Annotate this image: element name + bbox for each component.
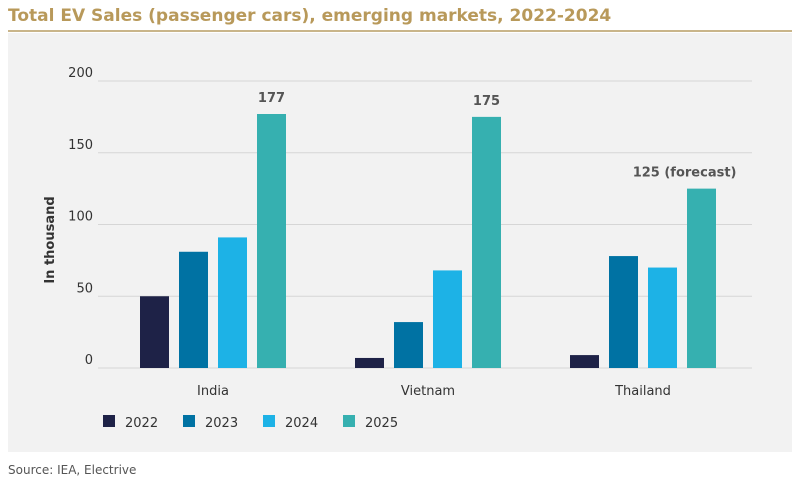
y-axis-label: In thousand bbox=[43, 196, 58, 283]
bar-thailand-2022 bbox=[570, 355, 599, 368]
legend-swatch-2022 bbox=[103, 415, 115, 427]
bar-thailand-2024 bbox=[648, 267, 677, 368]
x-tick-label: Thailand bbox=[614, 384, 671, 399]
y-tick-label: 150 bbox=[68, 138, 93, 153]
y-tick-label: 100 bbox=[68, 210, 93, 225]
legend-swatch-2024 bbox=[263, 415, 275, 427]
chart-title: Total EV Sales (passenger cars), emergin… bbox=[8, 6, 612, 26]
legend-label: 2023 bbox=[205, 416, 238, 431]
y-tick-label: 50 bbox=[76, 281, 93, 296]
bar-vietnam-2023 bbox=[394, 322, 423, 368]
bar-india-2023 bbox=[179, 251, 208, 368]
bar-vietnam-2024 bbox=[433, 270, 462, 368]
legend-swatch-2025 bbox=[343, 415, 355, 427]
bar-india-2024 bbox=[218, 237, 247, 368]
legend-label: 2024 bbox=[285, 416, 318, 431]
y-tick-label: 200 bbox=[68, 66, 93, 81]
data-label: 125 (forecast) bbox=[633, 166, 737, 181]
y-tick-label: 0 bbox=[85, 353, 93, 368]
x-tick-label: India bbox=[197, 384, 229, 399]
bar-india-2022 bbox=[140, 296, 169, 368]
bar-thailand-2025 bbox=[687, 188, 716, 368]
data-label: 177 bbox=[258, 91, 285, 106]
title-divider bbox=[8, 30, 792, 32]
bar-thailand-2023 bbox=[609, 256, 638, 368]
x-tick-label: Vietnam bbox=[401, 384, 455, 399]
source-note: Source: IEA, Electrive bbox=[8, 463, 137, 477]
bar-vietnam-2025 bbox=[472, 116, 501, 368]
bar-vietnam-2022 bbox=[355, 357, 384, 368]
legend-label: 2022 bbox=[125, 416, 158, 431]
data-label: 175 bbox=[473, 94, 500, 109]
bar-india-2025 bbox=[257, 114, 286, 368]
legend-label: 2025 bbox=[365, 416, 398, 431]
chart-panel bbox=[8, 33, 792, 452]
legend-swatch-2023 bbox=[183, 415, 195, 427]
